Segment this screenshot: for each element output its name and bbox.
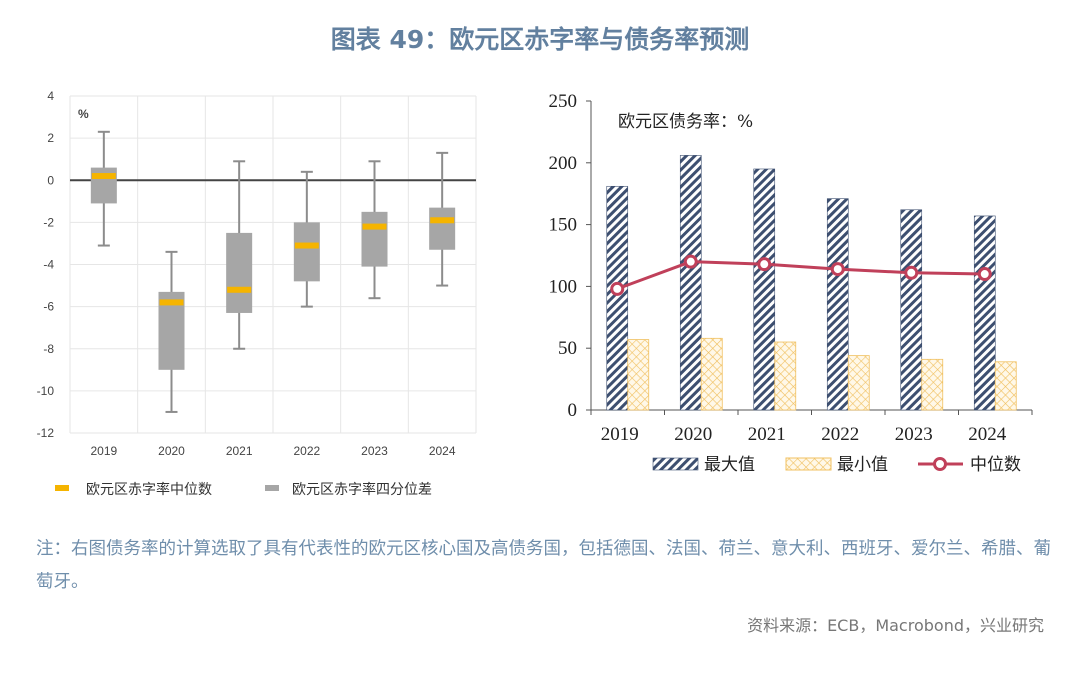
x-tick-label: 2021 [748,424,786,445]
iqr-box [361,211,388,267]
y-tick-label: 0 [568,400,578,421]
y-tick-label: -8 [43,342,54,356]
y-tick-label: 0 [47,173,54,187]
legend-swatch-median-point [933,457,947,471]
y-tick-label: -4 [43,258,54,272]
y-tick-label: 250 [549,91,578,112]
x-tick-label: 2019 [601,424,639,445]
median-point [757,257,772,272]
y-tick-label: -10 [37,384,55,398]
iqr-box [90,167,117,204]
x-tick-label: 2020 [158,444,185,458]
legend-swatch-median [55,485,69,491]
median-point [610,281,625,296]
y-tick-label: 200 [549,153,578,174]
median-point [904,265,919,280]
y-tick-label: 100 [549,276,578,297]
chart-title: 欧元区债务率：% [618,112,753,132]
legend-label: 最小值 [837,455,888,475]
bar-min [774,341,797,411]
x-tick-label: 2020 [674,424,712,445]
legend-label: 中位数 [970,455,1021,475]
iqr-box [293,222,320,282]
median-mark [362,223,387,230]
footnote: 注：右图债务率的计算选取了具有代表性的欧元区核心国及高债务国，包括德国、法国、荷… [36,539,1051,592]
iqr-box [226,232,253,313]
bar-min [847,355,870,411]
y-tick-label: -12 [37,426,55,440]
bar-max [900,209,923,411]
bar-max [753,168,776,411]
unit-label: % [78,107,89,121]
legend-label: 最大值 [704,455,755,475]
bar-min [627,339,650,411]
x-tick-label: 2022 [293,444,320,458]
y-tick-label: 50 [558,338,577,359]
median-point [830,262,845,277]
median-mark [159,299,184,306]
y-tick-label: -6 [43,300,54,314]
y-tick-label: 150 [549,215,578,236]
x-tick-label: 2022 [821,424,859,445]
median-line [616,260,985,291]
x-tick-label: 2021 [226,444,253,458]
x-tick-label: 2024 [429,444,456,458]
x-tick-label: 2023 [361,444,388,458]
bar-min [994,361,1017,411]
legend-label: 欧元区赤字率四分位差 [292,481,432,498]
figure-title: 图表 49：欧元区赤字率与债务率预测 [330,25,750,54]
median-point [977,267,992,282]
y-tick-label: 2 [47,131,54,145]
median-mark [294,242,319,249]
y-tick-label: 4 [47,89,54,103]
legend-swatch-max [652,457,699,471]
median-mark [91,173,116,180]
bar-max [679,155,702,411]
bar-min [921,358,944,411]
x-tick-label: 2024 [968,424,1007,445]
bar-min [700,337,723,411]
legend-label: 欧元区赤字率中位数 [86,481,212,498]
x-tick-label: 2023 [895,424,933,445]
median-mark [227,286,252,293]
median-point [683,254,698,269]
legend-swatch-min [785,457,832,471]
x-tick-label: 2019 [90,444,117,458]
legend-swatch-iqr [265,485,279,491]
y-tick-label: -2 [43,215,54,229]
bar-max [973,215,996,411]
bar-max [826,198,849,411]
median-mark [430,217,455,224]
iqr-box [429,207,456,250]
bar-max [606,185,629,411]
source-note: 资料来源：ECB，Macrobond，兴业研究 [747,616,1044,635]
